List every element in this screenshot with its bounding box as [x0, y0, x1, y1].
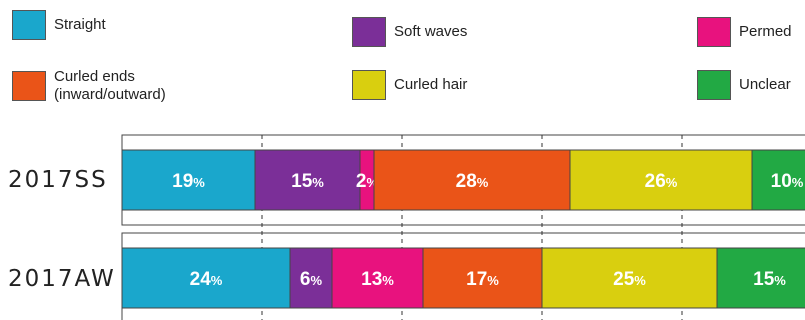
legend-label-curled-ends: Curled ends (inward/outward)	[54, 68, 166, 103]
data-label-2017SS-1: 15%	[291, 171, 324, 192]
data-label-2017AW-2: 13%	[361, 269, 394, 290]
legend-label-curled-hair: Curled hair	[394, 76, 468, 93]
data-label-2017AW-0: 24%	[190, 269, 223, 290]
data-label-2017SS-4: 26%	[645, 171, 678, 192]
bar-2017SS-1	[254, 149, 361, 211]
data-label-2017SS-3: 28%	[456, 171, 489, 192]
legend-item-curled-ends: Curled ends (inward/outward)	[12, 68, 166, 104]
legend-swatch-curled-hair	[352, 70, 386, 100]
category-label-2017ss: 2017SS	[8, 167, 108, 193]
legend-swatch-soft-waves	[352, 17, 386, 47]
data-label-2017SS-0: 19%	[172, 171, 205, 192]
data-label-2017AW-1: 6%	[300, 269, 323, 290]
legend-item-permed: Permed	[697, 17, 792, 47]
bar-2017AW-0	[121, 247, 291, 309]
legend-swatch-unclear	[697, 70, 731, 100]
legend-swatch-straight	[12, 10, 46, 40]
bar-2017AW-3	[422, 247, 543, 309]
data-label-2017AW-5: 15%	[753, 269, 786, 290]
data-label-2017AW-4: 25%	[613, 269, 646, 290]
category-label-2017aw: 2017AW	[8, 266, 116, 292]
bar-2017AW-1	[289, 247, 333, 309]
bar-2017AW-5	[716, 247, 805, 309]
legend-label-soft-waves: Soft waves	[394, 23, 468, 40]
legend-label-permed: Permed	[739, 23, 792, 40]
bar-2017SS-3	[373, 149, 571, 211]
legend-swatch-curled-ends	[12, 71, 46, 101]
legend-label-unclear: Unclear	[739, 76, 791, 93]
legend-swatch-permed	[697, 17, 731, 47]
bar-2017SS-0	[121, 149, 256, 211]
bar-2017SS-5	[751, 149, 805, 211]
legend-item-curled-hair: Curled hair	[352, 70, 467, 100]
data-label-2017SS-5: 10%	[771, 171, 804, 192]
data-label-2017AW-3: 17%	[466, 269, 499, 290]
bar-2017AW-2	[331, 247, 424, 309]
legend-item-straight: Straight	[12, 10, 106, 40]
bar-2017AW-4	[541, 247, 718, 309]
legend-item-unclear: Unclear	[697, 70, 791, 100]
legend-item-soft-waves: Soft waves	[352, 17, 467, 47]
bar-2017SS-4	[569, 149, 753, 211]
legend-label-straight: Straight	[54, 16, 106, 33]
